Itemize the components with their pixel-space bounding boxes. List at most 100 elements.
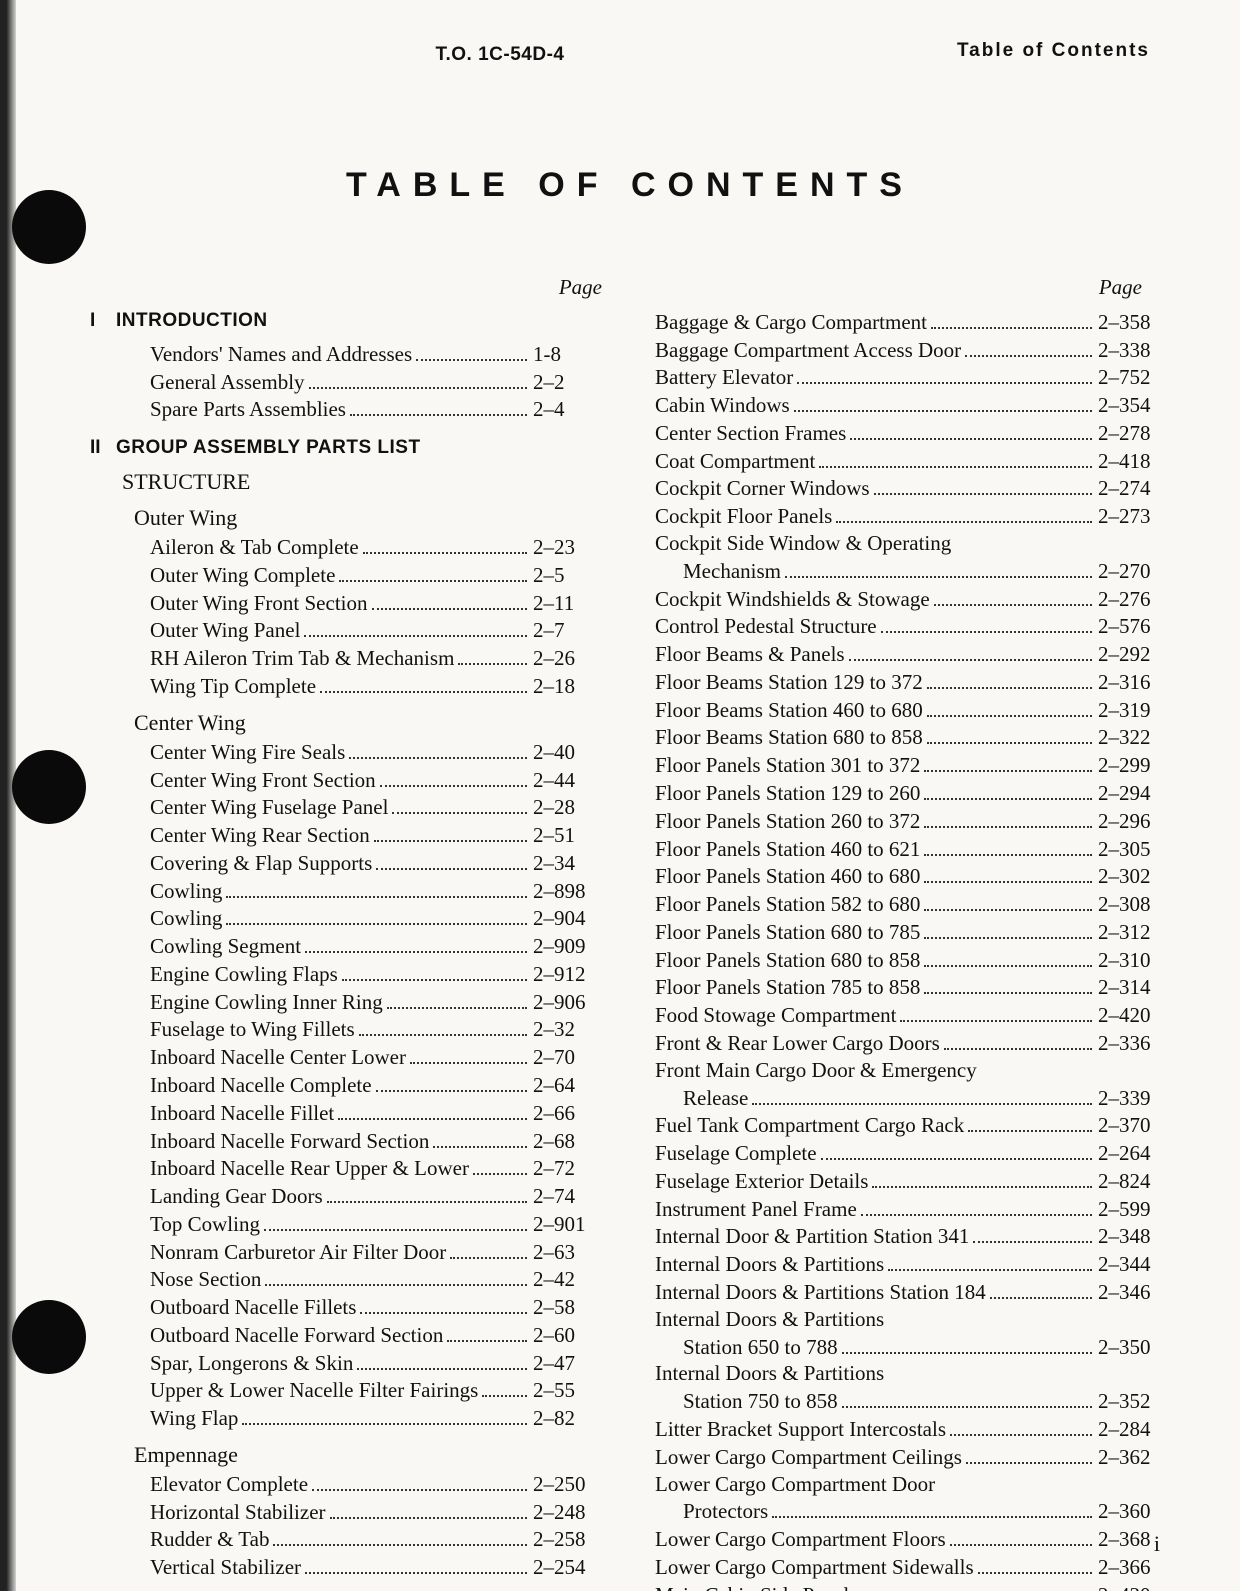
toc-entry-page: 2–74 <box>531 1183 605 1210</box>
toc-entry: Spar, Longerons & Skin2–47 <box>150 1349 605 1377</box>
toc-entry-page: 2–909 <box>531 933 605 960</box>
toc-entry-label: Center Wing Fuselage Panel <box>150 794 388 821</box>
toc-entry: Station 650 to 7882–350 <box>683 1333 1170 1361</box>
leader-dots <box>265 1265 527 1286</box>
toc-entry-label: Fuel Tank Compartment Cargo Rack <box>655 1112 964 1139</box>
toc-entry-label: Internal Doors & Partitions Station 184 <box>655 1279 986 1306</box>
toc-entry-page: 2–26 <box>531 645 605 672</box>
toc-entry-label: Front Main Cargo Door & Emergency <box>655 1057 977 1084</box>
toc-entry-page: 2–339 <box>1096 1085 1170 1112</box>
toc-entry: Fuel Tank Compartment Cargo Rack2–370 <box>655 1111 1170 1139</box>
toc-entry-page: 2–299 <box>1096 752 1170 779</box>
toc-entry: Center Section Frames2–278 <box>655 419 1170 447</box>
toc-entry-page: 2–319 <box>1096 697 1170 724</box>
toc-entry: Center Wing Fire Seals2–40 <box>150 738 605 766</box>
toc-entry-page: 2–314 <box>1096 974 1170 1001</box>
toc-entry-label: Lower Cargo Compartment Door <box>655 1471 935 1498</box>
toc-entry-page: 2–44 <box>531 767 605 794</box>
leader-dots <box>861 1195 1092 1216</box>
leader-dots <box>376 849 527 870</box>
toc-entry-page: 2–58 <box>531 1294 605 1321</box>
toc-entry: Fuselage Exterior Details2–824 <box>655 1167 1170 1195</box>
toc-entry-page: 2–576 <box>1096 613 1170 640</box>
leader-dots <box>305 932 527 953</box>
leader-dots <box>410 1043 527 1064</box>
leader-dots <box>924 890 1092 911</box>
toc-entry-page: 2–906 <box>531 989 605 1016</box>
document-page: T.O. 1C-54D-4 Table of Contents TABLE OF… <box>0 0 1240 1591</box>
toc-entry-label: Floor Panels Station 785 to 858 <box>655 974 920 1001</box>
toc-entry-page: 2–270 <box>1096 558 1170 585</box>
toc-entry: Center Wing Rear Section2–51 <box>150 821 605 849</box>
toc-entry: Floor Panels Station 785 to 858 2–314 <box>655 973 1170 1001</box>
toc-entry-page: 1-8 <box>531 341 605 368</box>
toc-entry-page: 2–82 <box>531 1405 605 1432</box>
leader-dots <box>924 835 1092 856</box>
toc-entry-page: 2–51 <box>531 822 605 849</box>
leader-dots <box>927 696 1092 717</box>
toc-entry-label: Fuselage to Wing Fillets <box>150 1016 355 1043</box>
toc-entry: Instrument Panel Frame2–599 <box>655 1195 1170 1223</box>
page-label-left: Page <box>90 275 630 300</box>
toc-entry-page: 2–302 <box>1096 863 1170 890</box>
toc-entry: Aileron & Tab Complete2–23 <box>150 533 605 561</box>
toc-entry: Covering & Flap Supports2–34 <box>150 849 605 877</box>
leader-dots <box>900 1001 1092 1022</box>
toc-entry-label: Baggage & Cargo Compartment <box>655 309 927 336</box>
leader-dots <box>416 340 527 361</box>
subhead-structure: STRUCTURE <box>122 469 605 495</box>
toc-entry-label: Cowling <box>150 878 222 905</box>
leader-dots <box>872 1167 1092 1188</box>
toc-entry-label: Elevator Complete <box>150 1471 308 1498</box>
toc-entry-label: Cowling <box>150 905 222 932</box>
toc-entry-page: 2–11 <box>531 590 605 617</box>
toc-entry-page: 2–4 <box>531 396 605 423</box>
toc-column-left: I INTRODUCTION Vendors' Names and Addres… <box>90 308 605 1591</box>
toc-entry: Horizontal Stabilizer2–248 <box>150 1498 605 1526</box>
page-label-right: Page <box>630 275 1170 300</box>
toc-entry-page: 2–348 <box>1096 1223 1170 1250</box>
toc-entry-page: 2–66 <box>531 1100 605 1127</box>
leader-dots <box>339 561 527 582</box>
toc-entry-label: Floor Panels Station 301 to 372 <box>655 752 920 779</box>
toc-entry: RH Aileron Trim Tab & Mechanism 2–26 <box>150 644 605 672</box>
leader-dots <box>387 988 527 1009</box>
toc-entry-page: 2–336 <box>1096 1030 1170 1057</box>
leader-dots <box>794 391 1092 412</box>
toc-entry: Outer Wing Front Section2–11 <box>150 589 605 617</box>
toc-list-fuselage-col2: Baggage & Cargo Compartment2–358Baggage … <box>655 308 1170 1591</box>
toc-list-outer-wing: Aileron & Tab Complete2–23Outer Wing Com… <box>150 533 605 700</box>
section-introduction: I INTRODUCTION <box>90 310 605 332</box>
leader-dots <box>327 1182 527 1203</box>
toc-entry: Internal Doors & Partitions <box>655 1306 1170 1333</box>
leader-dots <box>320 672 527 693</box>
toc-entry-page: 2–40 <box>531 739 605 766</box>
toc-entry: Cockpit Side Window & Operating <box>655 530 1170 557</box>
toc-entry-label: Floor Beams & Panels <box>655 641 845 668</box>
toc-entry-label: Spar, Longerons & Skin <box>150 1350 353 1377</box>
toc-column-right: Baggage & Cargo Compartment2–358Baggage … <box>655 308 1170 1591</box>
toc-entry-label: Lower Cargo Compartment Floors <box>655 1526 946 1553</box>
toc-entry: Outer Wing Panel2–7 <box>150 617 605 645</box>
leader-dots <box>950 1415 1092 1436</box>
toc-entry-page: 2–42 <box>531 1266 605 1293</box>
toc-entry-label: Floor Panels Station 680 to 858 <box>655 947 920 974</box>
toc-entry-label: RH Aileron Trim Tab & Mechanism <box>150 645 454 672</box>
toc-entry-page: 2–60 <box>531 1322 605 1349</box>
toc-entry-page: 2–898 <box>531 878 605 905</box>
leader-dots <box>819 447 1092 468</box>
toc-entry: Internal Doors & Partitions Station 1842… <box>655 1278 1170 1306</box>
toc-entry: Front & Rear Lower Cargo Doors2–336 <box>655 1029 1170 1057</box>
toc-entry: Inboard Nacelle Fillet2–66 <box>150 1099 605 1127</box>
toc-entry-label: Floor Beams Station 129 to 372 <box>655 669 923 696</box>
toc-entry: Floor Beams & Panels2–292 <box>655 640 1170 668</box>
leader-dots <box>874 475 1092 496</box>
toc-entry: Lower Cargo Compartment Sidewalls2–366 <box>655 1553 1170 1581</box>
leader-dots <box>950 1525 1092 1546</box>
leader-dots <box>978 1553 1092 1574</box>
toc-entry-page: 2–296 <box>1096 808 1170 835</box>
leader-dots <box>380 766 527 787</box>
leader-dots <box>973 1222 1092 1243</box>
section-number: II <box>90 437 112 459</box>
toc-entry: Floor Panels Station 260 to 3722–296 <box>655 807 1170 835</box>
